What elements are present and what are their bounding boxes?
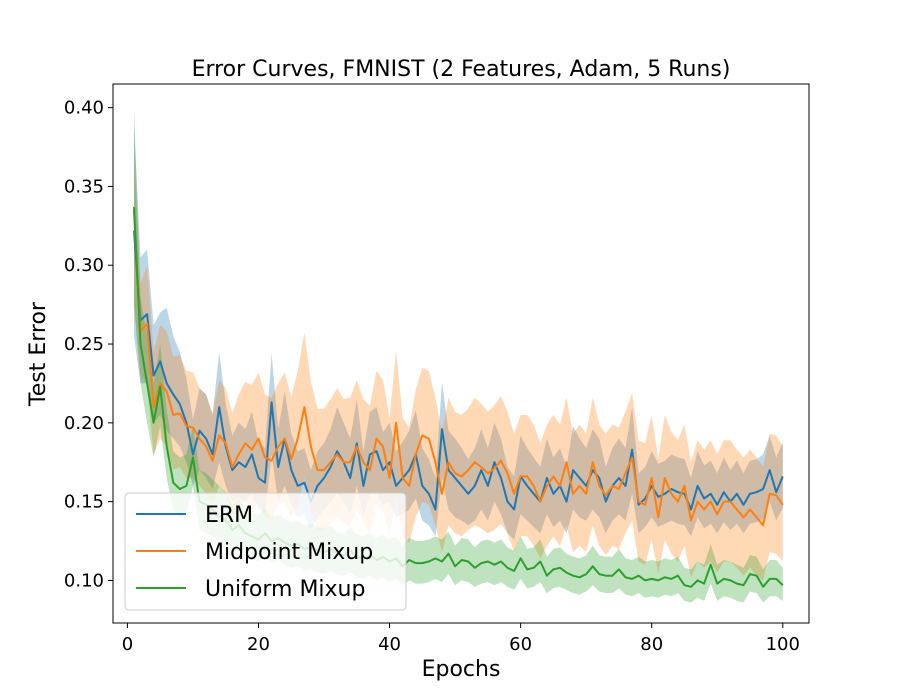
x-tick-label: 60 xyxy=(509,634,532,655)
y-tick-label: 0.20 xyxy=(64,413,104,434)
y-tick-label: 0.30 xyxy=(64,255,104,276)
legend-label-erm: ERM xyxy=(205,503,253,528)
x-tick-label: 20 xyxy=(247,634,270,655)
line-midpoint-mixup xyxy=(133,210,784,527)
x-axis-ticks: 0 20 40 60 80 100 xyxy=(122,623,800,655)
y-tick-label: 0.40 xyxy=(64,98,104,119)
y-tick-label: 0.10 xyxy=(64,570,104,591)
x-tick-label: 100 xyxy=(766,634,800,655)
y-tick-label: 0.35 xyxy=(64,176,104,197)
confidence-bands xyxy=(134,107,783,603)
legend: ERM Midpoint Mixup Uniform Mixup xyxy=(124,492,407,611)
plot-area-frame xyxy=(112,83,810,624)
y-tick-label: 0.25 xyxy=(64,334,104,355)
line-erm xyxy=(133,230,784,511)
legend-label-uniform-mixup: Uniform Mixup xyxy=(205,577,365,602)
y-axis-label: Test Error xyxy=(26,301,51,407)
x-tick-label: 40 xyxy=(378,634,401,655)
x-axis-label: Epochs xyxy=(422,657,501,682)
x-tick-label: 80 xyxy=(640,634,663,655)
y-tick-label: 0.15 xyxy=(64,492,104,513)
y-axis-ticks: 0.10 0.15 0.20 0.25 0.30 0.35 0.40 xyxy=(64,98,113,591)
band-erm xyxy=(134,123,783,540)
x-tick-label: 0 xyxy=(122,634,133,655)
legend-box xyxy=(124,492,407,611)
legend-label-midpoint-mixup: Midpoint Mixup xyxy=(205,540,373,565)
band-midpoint-mixup xyxy=(134,151,783,581)
chart-title: Error Curves, FMNIST (2 Features, Adam, … xyxy=(192,57,731,82)
